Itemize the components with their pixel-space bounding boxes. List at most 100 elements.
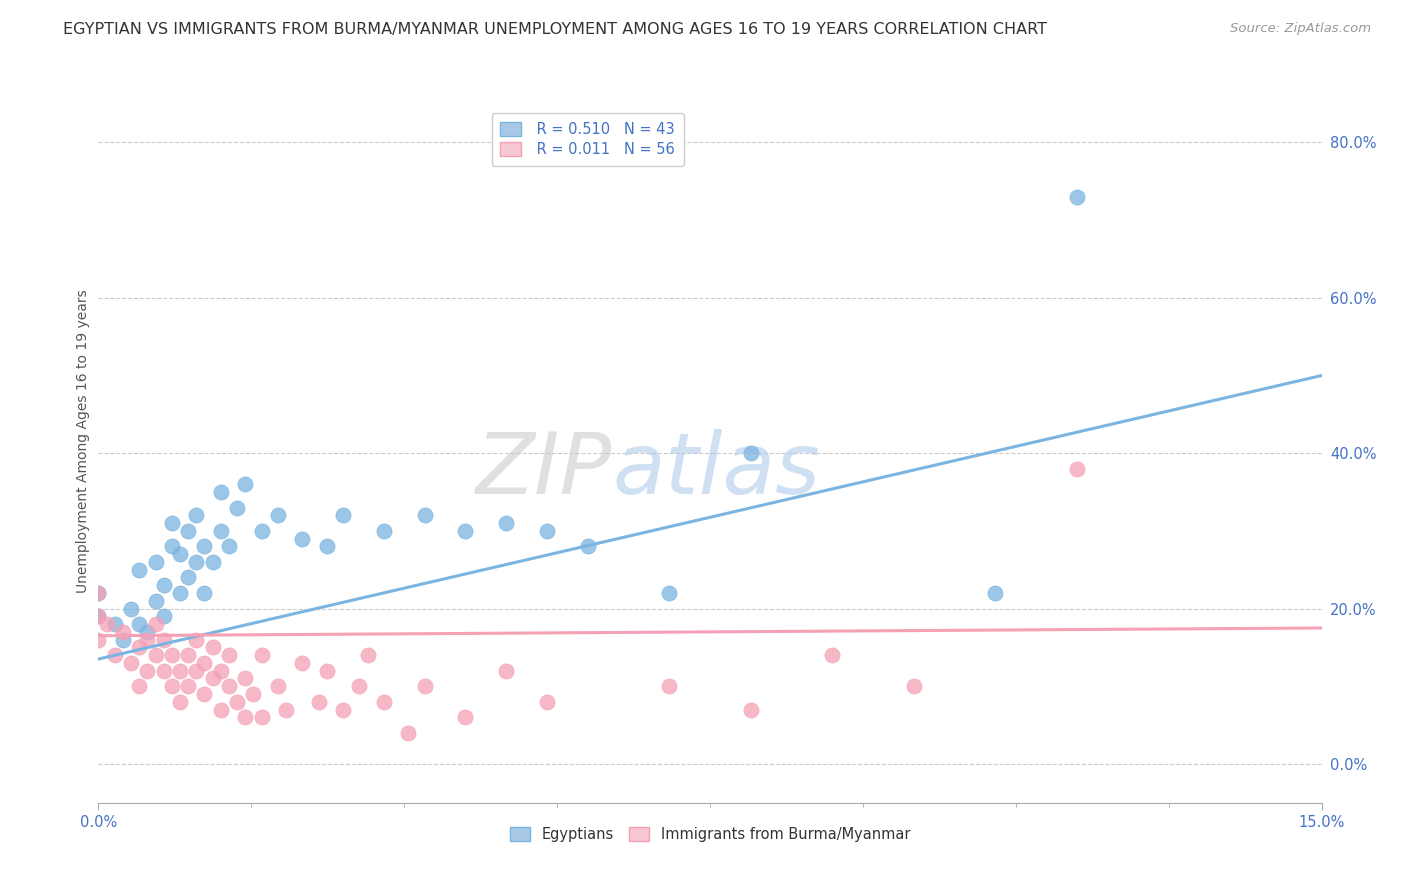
Point bbox=[145, 617, 167, 632]
Legend: Egyptians, Immigrants from Burma/Myanmar: Egyptians, Immigrants from Burma/Myanmar bbox=[502, 820, 918, 850]
Point bbox=[201, 555, 224, 569]
Point bbox=[903, 679, 925, 693]
Point bbox=[169, 547, 191, 561]
Point bbox=[87, 632, 110, 647]
Point bbox=[193, 586, 215, 600]
Point bbox=[1066, 461, 1088, 475]
Point bbox=[145, 555, 167, 569]
Point bbox=[193, 656, 215, 670]
Point bbox=[177, 570, 200, 584]
Point bbox=[128, 563, 150, 577]
Point bbox=[226, 500, 249, 515]
Point bbox=[136, 632, 159, 647]
Point bbox=[250, 524, 273, 538]
Point bbox=[136, 664, 159, 678]
Point bbox=[218, 648, 240, 663]
Point bbox=[193, 540, 215, 554]
Point bbox=[332, 702, 354, 716]
Point bbox=[209, 664, 232, 678]
Point bbox=[136, 624, 159, 639]
Point bbox=[120, 656, 142, 670]
Point bbox=[193, 687, 215, 701]
Point bbox=[495, 516, 517, 530]
Point bbox=[111, 624, 134, 639]
Point bbox=[495, 664, 517, 678]
Point bbox=[267, 679, 290, 693]
Point bbox=[349, 679, 371, 693]
Point bbox=[177, 679, 200, 693]
Point bbox=[152, 578, 174, 592]
Point bbox=[186, 508, 208, 523]
Point bbox=[250, 710, 273, 724]
Point bbox=[152, 632, 174, 647]
Point bbox=[201, 672, 224, 686]
Point bbox=[740, 702, 762, 716]
Text: atlas: atlas bbox=[612, 429, 820, 512]
Point bbox=[87, 586, 110, 600]
Point bbox=[128, 617, 150, 632]
Point bbox=[267, 508, 290, 523]
Point bbox=[536, 524, 558, 538]
Point bbox=[821, 648, 844, 663]
Point bbox=[209, 485, 232, 500]
Text: Source: ZipAtlas.com: Source: ZipAtlas.com bbox=[1230, 22, 1371, 36]
Point bbox=[87, 609, 110, 624]
Point bbox=[274, 702, 297, 716]
Point bbox=[160, 516, 183, 530]
Point bbox=[128, 679, 150, 693]
Point bbox=[209, 702, 232, 716]
Point bbox=[536, 695, 558, 709]
Point bbox=[658, 679, 681, 693]
Point bbox=[315, 664, 337, 678]
Point bbox=[242, 687, 264, 701]
Point bbox=[308, 695, 330, 709]
Point bbox=[1066, 190, 1088, 204]
Point bbox=[226, 695, 249, 709]
Point bbox=[291, 532, 314, 546]
Point bbox=[413, 679, 436, 693]
Point bbox=[332, 508, 354, 523]
Point bbox=[177, 648, 200, 663]
Point bbox=[160, 648, 183, 663]
Point bbox=[291, 656, 314, 670]
Point bbox=[104, 617, 127, 632]
Point bbox=[658, 586, 681, 600]
Point bbox=[145, 594, 167, 608]
Point bbox=[169, 586, 191, 600]
Point bbox=[96, 617, 118, 632]
Point bbox=[373, 695, 395, 709]
Point bbox=[87, 609, 110, 624]
Point bbox=[233, 710, 256, 724]
Point bbox=[454, 524, 477, 538]
Point bbox=[984, 586, 1007, 600]
Point bbox=[186, 632, 208, 647]
Point bbox=[152, 664, 174, 678]
Point bbox=[160, 540, 183, 554]
Point bbox=[169, 695, 191, 709]
Text: EGYPTIAN VS IMMIGRANTS FROM BURMA/MYANMAR UNEMPLOYMENT AMONG AGES 16 TO 19 YEARS: EGYPTIAN VS IMMIGRANTS FROM BURMA/MYANMA… bbox=[63, 22, 1047, 37]
Point bbox=[413, 508, 436, 523]
Point bbox=[201, 640, 224, 655]
Point bbox=[87, 586, 110, 600]
Point bbox=[218, 540, 240, 554]
Point bbox=[128, 640, 150, 655]
Point bbox=[177, 524, 200, 538]
Point bbox=[186, 555, 208, 569]
Point bbox=[373, 524, 395, 538]
Point bbox=[740, 446, 762, 460]
Point bbox=[209, 524, 232, 538]
Point bbox=[218, 679, 240, 693]
Point bbox=[356, 648, 378, 663]
Point bbox=[250, 648, 273, 663]
Y-axis label: Unemployment Among Ages 16 to 19 years: Unemployment Among Ages 16 to 19 years bbox=[76, 290, 90, 593]
Point bbox=[111, 632, 134, 647]
Point bbox=[152, 609, 174, 624]
Point bbox=[104, 648, 127, 663]
Point bbox=[186, 664, 208, 678]
Point bbox=[233, 672, 256, 686]
Point bbox=[454, 710, 477, 724]
Point bbox=[233, 477, 256, 491]
Point bbox=[160, 679, 183, 693]
Point bbox=[315, 540, 337, 554]
Point bbox=[396, 726, 419, 740]
